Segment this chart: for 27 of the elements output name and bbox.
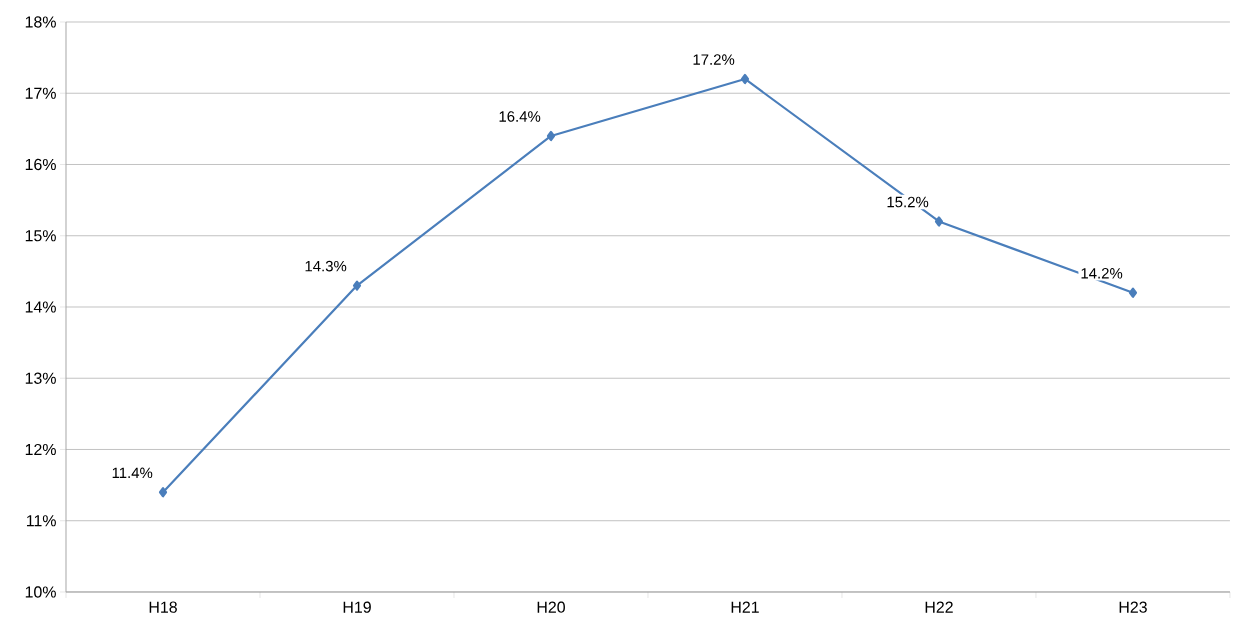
data-label: 17.2% (693, 54, 735, 65)
point (1128, 287, 1138, 298)
y-tick-label: 13% (25, 372, 56, 384)
x-tick-label: H19 (343, 601, 371, 613)
y-tick-label: 14% (25, 301, 56, 313)
point (934, 216, 944, 227)
data-label: 11.4% (112, 467, 153, 479)
x-tick-label: H22 (925, 601, 953, 613)
x-tick-label: H21 (731, 601, 759, 613)
y-tick-label: 12% (25, 443, 56, 456)
y-tick-label: 15% (25, 230, 56, 242)
data-label: 14.2% (1081, 268, 1123, 279)
y-tick-label: 16% (25, 158, 56, 171)
x-tick-label: H20 (537, 601, 565, 613)
x-tick-label: H23 (1119, 601, 1147, 613)
point (546, 130, 556, 142)
point (740, 73, 750, 85)
y-tick-label: 10% (25, 586, 56, 598)
point (352, 280, 362, 291)
point (158, 487, 168, 498)
y-tick-label: 17% (25, 87, 56, 99)
y-tick-label: 11% (26, 515, 56, 527)
data-label: 16.4% (499, 111, 541, 122)
y-tick-label: 18% (25, 16, 56, 28)
data-label: 14.3% (305, 260, 347, 272)
x-tick-label: H18 (149, 601, 177, 613)
data-label: 15.2% (887, 196, 929, 208)
